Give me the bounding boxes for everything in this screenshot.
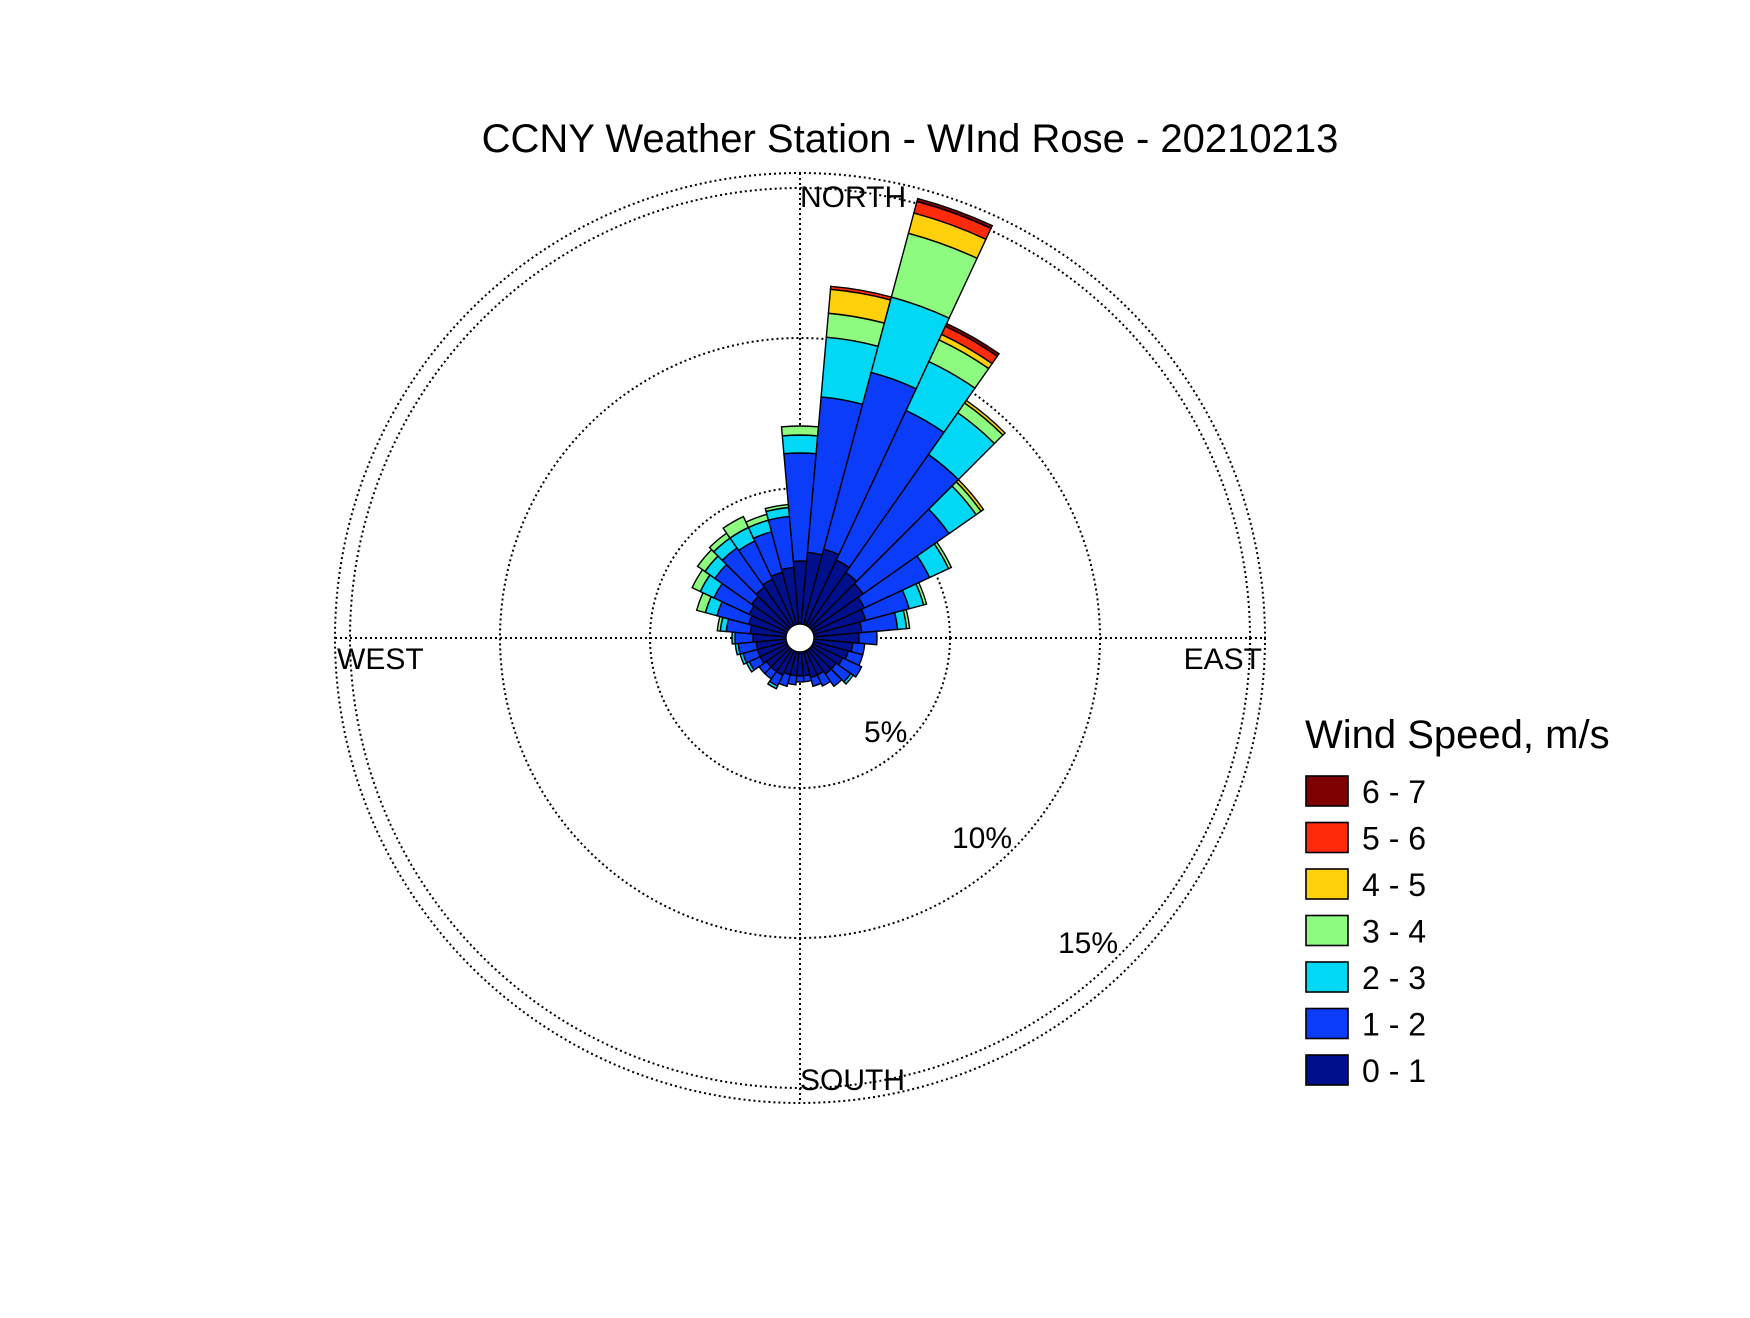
petal-dir-0-bin-2 <box>781 434 819 455</box>
petal-dir-20-bin-6 <box>916 197 994 230</box>
legend-label-5: 5 - 6 <box>1362 821 1426 857</box>
petal-dir-210-bin-2 <box>766 680 779 690</box>
petal-dir-140-bin-1 <box>824 668 843 688</box>
wind-rose-petals <box>691 197 1007 690</box>
petal-dir-330-bin-3 <box>722 515 750 540</box>
petal-dir-80-bin-3 <box>902 608 911 630</box>
ring-label-5: 5% <box>864 716 907 749</box>
legend-label-0: 0 - 1 <box>1362 1053 1426 1089</box>
direction-label-east: EAST <box>1184 643 1262 676</box>
legend-label-4: 4 - 5 <box>1362 867 1426 903</box>
center-hole <box>785 623 815 653</box>
petal-dir-350-bin-3 <box>764 503 790 513</box>
legend-swatch-6 <box>1305 775 1349 807</box>
petal-dir-120-bin-1 <box>837 656 863 678</box>
petal-dir-40-bin-4 <box>963 399 1007 437</box>
legend-label-6: 6 - 7 <box>1362 774 1426 810</box>
legend-label-2: 2 - 3 <box>1362 960 1426 996</box>
petal-dir-0-bin-3 <box>780 425 820 437</box>
petal-dir-130-bin-2 <box>842 672 855 685</box>
petal-dir-90-bin-1 <box>858 630 878 646</box>
petal-dir-180-bin-1 <box>795 675 805 683</box>
petal-dir-270-bin-2 <box>731 631 737 645</box>
petal-dir-50-bin-4 <box>955 478 985 513</box>
legend-label-3: 3 - 4 <box>1362 914 1426 950</box>
legend-label-1: 1 - 2 <box>1362 1007 1426 1043</box>
legend-swatch-5 <box>1305 821 1349 854</box>
petal-dir-30-bin-6 <box>944 322 1001 358</box>
direction-label-south: SOUTH <box>800 1064 905 1097</box>
direction-label-north: NORTH <box>800 181 906 214</box>
petal-dir-150-bin-1 <box>816 670 832 687</box>
legend: Wind Speed, m/s 6 - 7 5 - 6 4 - 5 3 - 4 2 - … <box>1305 713 1610 1089</box>
petal-dir-170-bin-1 <box>802 673 813 683</box>
legend-swatch-1 <box>1305 1007 1349 1040</box>
petal-dir-70-bin-3 <box>915 581 928 606</box>
legend-title: Wind Speed, m/s <box>1305 713 1610 757</box>
direction-label-west: WEST <box>337 643 424 676</box>
chart-title: CCNY Weather Station - WInd Rose - 20210… <box>482 117 1339 161</box>
legend-swatch-3 <box>1305 914 1349 947</box>
ring-label-10: 10% <box>952 822 1012 855</box>
ring-label-15: 15% <box>1058 927 1118 960</box>
polar-grid <box>334 172 1266 1104</box>
legend-swatch-4 <box>1305 868 1349 900</box>
petal-dir-60-bin-3 <box>933 541 953 570</box>
legend-swatch-0 <box>1305 1054 1349 1086</box>
legend-swatch-2 <box>1305 961 1349 993</box>
petal-dir-160-bin-1 <box>809 674 823 688</box>
